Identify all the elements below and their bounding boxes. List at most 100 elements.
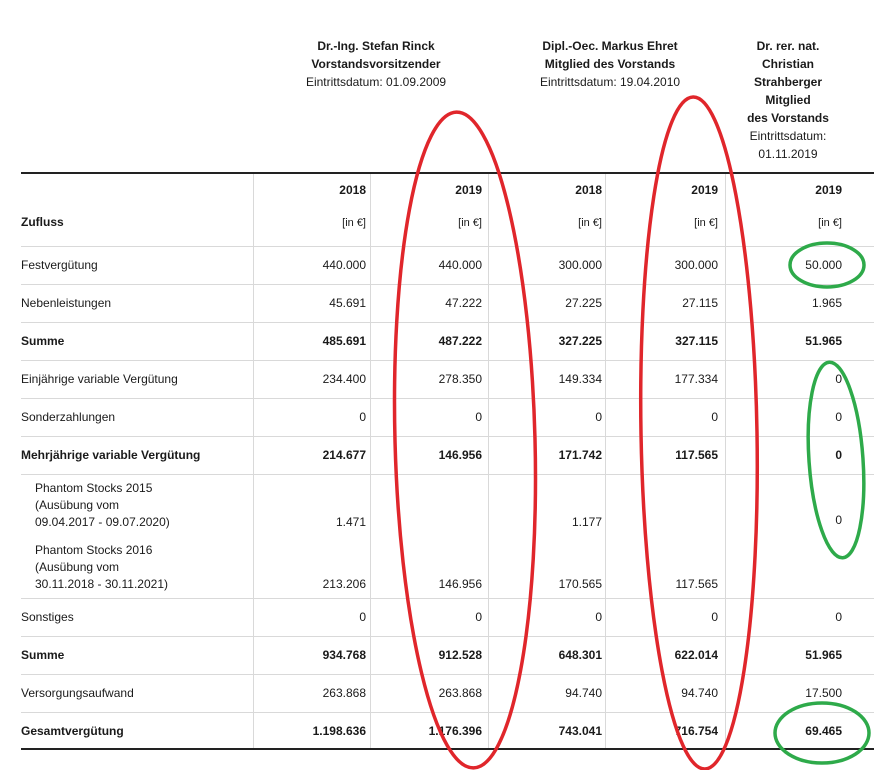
- year-header: 2019: [455, 183, 482, 197]
- row-label: Versorgungsaufwand: [21, 686, 134, 700]
- table-cell: 0: [835, 610, 842, 624]
- table-cell: 487.222: [438, 334, 482, 348]
- table-cell: 234.400: [322, 372, 366, 386]
- table-cell: 743.041: [558, 724, 602, 738]
- row-separator: [21, 436, 874, 437]
- row-separator: [21, 674, 874, 675]
- row-label-line: 09.04.2017 - 09.07.2020): [35, 515, 170, 529]
- member-entry-date: Eintrittsdatum: 01.09.2009: [305, 75, 447, 89]
- row-separator: [21, 474, 874, 475]
- unit-label: [in €]: [342, 217, 366, 229]
- table-cell: 0: [835, 410, 842, 424]
- column-separator: [253, 174, 254, 748]
- table-cell: 213.206: [322, 577, 366, 591]
- table-cell: 27.225: [565, 296, 602, 310]
- row-label: Einjährige variable Vergütung: [21, 372, 178, 386]
- table-cell: 440.000: [322, 258, 366, 272]
- table-cell: 0: [835, 513, 842, 527]
- unit-label: [in €]: [818, 217, 842, 229]
- member-name: Dipl.-Oec. Markus Ehret: [542, 39, 678, 53]
- row-label: Gesamtvergütung: [21, 724, 124, 738]
- table-cell: 327.115: [675, 334, 718, 348]
- table-cell: 327.225: [558, 334, 602, 348]
- table-cell: 0: [475, 410, 482, 424]
- member-name-line: Christian: [761, 57, 814, 71]
- table-cell: 485.691: [322, 334, 366, 348]
- table-cell: 0: [595, 610, 602, 624]
- row-label-line: (Ausübung vom: [35, 560, 120, 574]
- table-cell: 51.965: [805, 334, 842, 348]
- table-cell: 0: [711, 410, 718, 424]
- table-cell: 51.965: [805, 648, 842, 662]
- year-header: 2018: [339, 183, 366, 197]
- table-cell: 47.222: [445, 296, 482, 310]
- table-cell: 146.956: [438, 577, 482, 591]
- table-cell: 1.965: [811, 296, 842, 310]
- member-entry-label: Eintrittsdatum:: [749, 129, 827, 143]
- row-separator: [21, 246, 874, 247]
- table-cell: 648.301: [558, 648, 602, 662]
- member-role: Mitglied des Vorstands: [544, 57, 676, 71]
- header-christian-strahberger: Dr. rer. nat. Christian Strahberger Mitg…: [738, 37, 838, 163]
- row-separator: [21, 636, 874, 637]
- table-cell: 17.500: [805, 686, 842, 700]
- table-cell: 94.740: [681, 686, 718, 700]
- header-markus-ehret: Dipl.-Oec. Markus Ehret Mitglied des Vor…: [495, 37, 725, 91]
- table-cell: 300.000: [674, 258, 718, 272]
- table-cell: 177.334: [674, 372, 718, 386]
- row-separator: [21, 284, 874, 285]
- row-separator: [21, 322, 874, 323]
- table-cell: 94.740: [565, 686, 602, 700]
- table-cell: 0: [835, 372, 842, 386]
- column-separator: [725, 174, 726, 748]
- row-label: Nebenleistungen: [21, 296, 112, 310]
- table-cell: 1.198.636: [312, 724, 366, 738]
- table-cell: 50.000: [805, 258, 842, 272]
- table-cell: 171.742: [558, 448, 602, 462]
- unit-label: [in €]: [578, 217, 602, 229]
- column-separator: [605, 174, 606, 748]
- table-cell: 263.868: [322, 686, 366, 700]
- table-cell: 1.177: [571, 515, 602, 529]
- table-top-rule: [21, 172, 874, 174]
- table-cell: 170.565: [558, 577, 602, 591]
- row-separator: [21, 398, 874, 399]
- row-label: Mehrjährige variable Vergütung: [21, 448, 201, 462]
- member-role-line: des Vorstands: [747, 111, 829, 125]
- member-name-line: Dr. rer. nat.: [756, 39, 820, 53]
- table-cell: 146.956: [438, 448, 482, 462]
- table-cell: 149.334: [558, 372, 602, 386]
- table-cell: 1.176.396: [428, 724, 482, 738]
- unit-label: [in €]: [694, 217, 718, 229]
- row-label: Summe: [21, 334, 65, 348]
- row-separator: [21, 360, 874, 361]
- table-cell: 912.528: [438, 648, 482, 662]
- member-entry-date: Eintrittsdatum: 19.04.2010: [539, 75, 681, 89]
- row-separator: [21, 598, 874, 599]
- table-cell: 263.868: [438, 686, 482, 700]
- row-label: Sonderzahlungen: [21, 410, 116, 424]
- table-cell: 27.115: [682, 296, 718, 310]
- table-cell: 622.014: [674, 648, 718, 662]
- table-bottom-rule: [21, 748, 874, 750]
- unit-label: [in €]: [458, 217, 482, 229]
- row-label: Festvergütung: [21, 258, 98, 272]
- table-cell: 0: [595, 410, 602, 424]
- table-cell: 0: [475, 610, 482, 624]
- table-cell: 0: [711, 610, 718, 624]
- column-separator: [488, 174, 489, 748]
- row-separator: [21, 712, 874, 713]
- member-name-line: Strahberger: [753, 75, 823, 89]
- table-cell: 0: [359, 610, 366, 624]
- column-separator: [370, 174, 371, 748]
- table-cell: 69.465: [805, 724, 842, 738]
- table-cell: 117.565: [675, 448, 718, 462]
- year-header: 2019: [815, 183, 842, 197]
- year-header: 2018: [575, 183, 602, 197]
- header-stefan-rinck: Dr.-Ing. Stefan Rinck Vorstandsvorsitzen…: [262, 37, 490, 91]
- row-label-line: Phantom Stocks 2015: [35, 481, 153, 495]
- red-ellipse-rinck-2019: [392, 110, 538, 770]
- table-cell: 440.000: [438, 258, 482, 272]
- table-cell: 214.677: [322, 448, 366, 462]
- table-cell: 300.000: [558, 258, 602, 272]
